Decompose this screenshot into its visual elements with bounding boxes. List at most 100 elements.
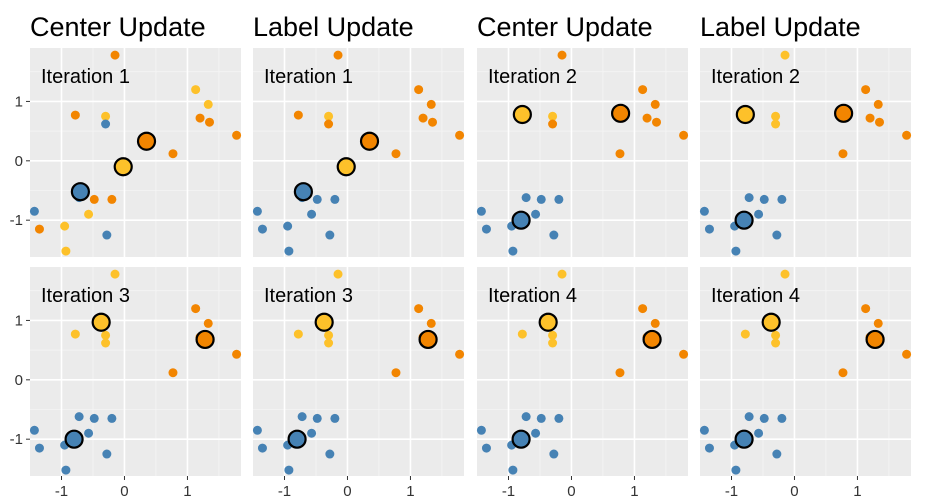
- data-point: [754, 209, 764, 219]
- data-point: [704, 443, 714, 453]
- y-tick-label: 0: [15, 372, 23, 389]
- data-point: [902, 130, 912, 140]
- data-point: [780, 269, 790, 279]
- data-point: [740, 329, 750, 339]
- data-point: [865, 113, 875, 123]
- data-point: [744, 412, 754, 422]
- data-point: [771, 330, 781, 340]
- data-point: [772, 230, 782, 240]
- data-point: [284, 246, 294, 256]
- data-point: [508, 246, 518, 256]
- data-point: [861, 85, 871, 95]
- data-point: [838, 368, 848, 378]
- x-tick-label: -1: [502, 483, 515, 500]
- data-point: [476, 206, 486, 216]
- data-point: [61, 465, 71, 475]
- data-point: [771, 338, 781, 348]
- data-point: [101, 111, 111, 121]
- y-tick-label: 1: [15, 312, 23, 329]
- panels: Iteration 1 Iteration 1 Iteration 2 Iterati…: [29, 48, 912, 476]
- data-point: [780, 50, 790, 60]
- cluster-center-yellow: [512, 104, 532, 125]
- data-point: [330, 194, 340, 204]
- data-point: [861, 304, 871, 314]
- data-point: [455, 130, 465, 140]
- data-point: [333, 50, 343, 60]
- data-point: [679, 349, 689, 359]
- panel-8: Iteration 4: [699, 267, 912, 476]
- data-point: [777, 194, 787, 204]
- data-point: [203, 318, 213, 328]
- cluster-center-blue: [287, 429, 307, 449]
- cluster-center-orange: [136, 131, 157, 151]
- data-point: [205, 117, 215, 127]
- data-point: [642, 113, 652, 123]
- data-point: [293, 329, 303, 339]
- data-point: [330, 413, 340, 423]
- data-point: [476, 425, 486, 435]
- cluster-center-orange: [865, 329, 885, 350]
- data-point: [101, 338, 111, 348]
- data-point: [481, 224, 491, 234]
- column-titles: Center Update Label Update Center Update…: [30, 12, 861, 42]
- x-tick-label: -1: [55, 483, 68, 500]
- cluster-center-orange: [418, 329, 438, 350]
- data-point: [333, 269, 343, 279]
- data-point: [74, 412, 84, 422]
- data-point: [252, 206, 262, 216]
- data-point: [548, 111, 558, 121]
- panel-7: Iteration 4: [476, 267, 689, 476]
- x-tick-label: 1: [630, 483, 638, 500]
- cluster-center-orange: [359, 131, 380, 151]
- data-point: [536, 194, 546, 204]
- cluster-center-orange: [834, 103, 854, 123]
- x-tick-label: 1: [406, 483, 414, 500]
- y-axis-bottom-row: -1 0 1: [10, 312, 30, 448]
- data-point: [699, 206, 709, 216]
- data-point: [426, 318, 436, 328]
- x-tick-label: 1: [183, 483, 191, 500]
- x-tick-label: 1: [853, 483, 861, 500]
- data-point: [759, 413, 769, 423]
- data-point: [307, 209, 317, 219]
- data-point: [293, 110, 303, 120]
- data-point: [521, 193, 531, 203]
- iteration-label: Iteration 2: [488, 66, 577, 88]
- data-point: [549, 449, 559, 459]
- data-point: [107, 413, 117, 423]
- data-point: [548, 338, 558, 348]
- x-tick-label: -1: [278, 483, 291, 500]
- data-point: [754, 428, 764, 438]
- iteration-label: Iteration 1: [264, 66, 353, 88]
- data-point: [873, 99, 883, 109]
- data-point: [731, 246, 741, 256]
- panel-2: Iteration 1: [252, 48, 465, 257]
- cluster-center-blue: [511, 429, 531, 449]
- y-tick-label: -1: [10, 431, 23, 448]
- x-tick-label: 0: [120, 483, 128, 500]
- x-tick-label: 0: [790, 483, 798, 500]
- data-point: [168, 149, 178, 159]
- data-point: [70, 110, 80, 120]
- panel-4: Iteration 2: [699, 48, 912, 257]
- data-point: [34, 443, 44, 453]
- data-point: [70, 329, 80, 339]
- data-point: [554, 194, 564, 204]
- data-point: [102, 449, 112, 459]
- panel-1: Iteration 1: [29, 48, 242, 257]
- cluster-center-yellow: [735, 104, 755, 125]
- cluster-center-blue: [64, 429, 84, 449]
- column-title-3: Center Update: [477, 12, 653, 42]
- data-point: [731, 465, 741, 475]
- data-point: [61, 246, 71, 256]
- data-point: [191, 304, 201, 314]
- data-point: [307, 428, 317, 438]
- data-point: [89, 413, 99, 423]
- data-point: [110, 50, 120, 60]
- data-point: [168, 368, 178, 378]
- iteration-label: Iteration 4: [711, 285, 800, 307]
- data-point: [391, 368, 401, 378]
- data-point: [531, 428, 541, 438]
- y-tick-label: 1: [15, 93, 23, 110]
- data-point: [257, 443, 267, 453]
